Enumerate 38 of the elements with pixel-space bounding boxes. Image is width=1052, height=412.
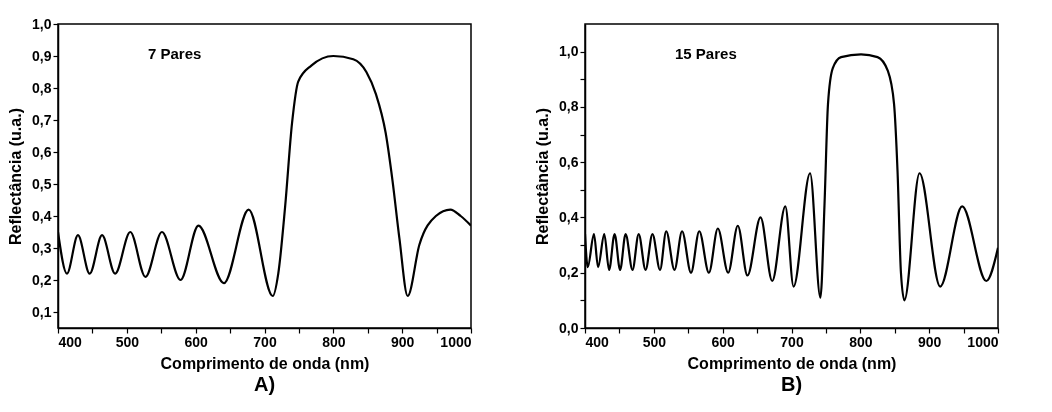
x-axis-title: Comprimento de onda (nm): [687, 354, 897, 372]
x-tick-label: 900: [917, 333, 942, 350]
x-tick-label: 700: [780, 333, 804, 350]
x-tick-label: 700: [253, 333, 277, 350]
x-tick-label: 600: [711, 333, 736, 350]
y-tick-label: 1,0: [559, 43, 579, 60]
text: B): [780, 373, 803, 395]
y-tick-label: 0,1: [32, 303, 52, 320]
annotation: 7 Pares: [148, 45, 202, 62]
y-tick-label: 0,6: [559, 153, 579, 170]
y-tick-label: 0,4: [32, 207, 52, 224]
y-tick-label: 0,8: [32, 79, 52, 96]
y-tick-label: 0,2: [559, 264, 579, 281]
x-axis-title: Comprimento de onda (nm): [160, 354, 370, 372]
y-axis-title: Reflectância (u.a.): [7, 108, 25, 245]
x-tick-label: 400: [58, 333, 83, 350]
y-tick-label: 0,8: [559, 98, 579, 115]
y-tick-label: 0,4: [559, 208, 579, 225]
y-tick-label: 0,9: [32, 47, 52, 64]
y-tick-label: 0,5: [32, 175, 52, 192]
x-tick-label: 600: [184, 333, 209, 350]
y-tick-label: 0,2: [32, 271, 52, 288]
y-tick-label: 1,0: [32, 15, 52, 32]
annotation: 15 Pares: [675, 45, 737, 62]
x-tick-label: 400: [585, 333, 610, 350]
x-tick-label: 800: [322, 333, 346, 350]
x-tick-label: 900: [390, 333, 415, 350]
text: A): [253, 373, 276, 395]
x-tick-label: 500: [642, 333, 667, 350]
y-axis-title: Reflectância (u.a.): [534, 108, 552, 245]
x-tick-label: 800: [849, 333, 873, 350]
y-tick-label: 0,6: [32, 143, 52, 160]
x-tick-label: 500: [115, 333, 140, 350]
y-tick-label: 0,0: [559, 319, 579, 336]
x-tick-label: 1000: [967, 333, 999, 350]
x-tick-label: 1000: [440, 333, 472, 350]
y-tick-label: 0,3: [32, 239, 52, 256]
y-tick-label: 0,7: [32, 111, 52, 128]
